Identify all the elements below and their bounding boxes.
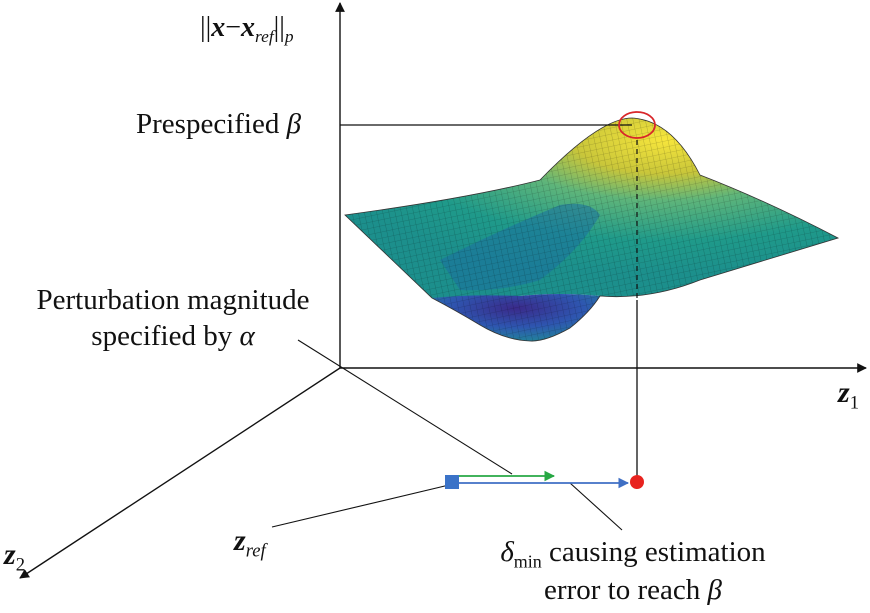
zref-leader (271, 484, 450, 528)
zref-label: zref (234, 526, 266, 561)
z2-symbol: z (4, 538, 16, 571)
z2-axis-label: z2 (4, 540, 25, 575)
norm-bar-open: || (200, 12, 212, 43)
minus-sign: − (225, 12, 242, 43)
alpha-symbol: α (239, 320, 255, 353)
zref-marker (445, 475, 459, 489)
zref-symbol: z (234, 524, 246, 557)
perturbation-label-line2: specified by α (8, 318, 338, 354)
beta-label-text: Prespecified (136, 108, 280, 140)
beta-symbol: β (286, 108, 302, 140)
delta-subscript: min (513, 551, 542, 572)
perturbation-label-text: specified by (91, 320, 233, 353)
xref-symbol: x (241, 12, 256, 43)
delta-label-line1-text: causing estimation (541, 536, 766, 568)
surface-mesh (345, 118, 838, 342)
delta-symbol: δ (500, 536, 514, 568)
perturb-leader (297, 339, 513, 475)
z2-axis (19, 367, 341, 579)
z1-symbol: z (838, 376, 850, 409)
perturbation-label-line1: Perturbation magnitude (36, 284, 310, 316)
norm-bar-close: || (273, 12, 285, 43)
axes (19, 2, 867, 579)
delta-leader (569, 482, 623, 531)
z1-axis-label: z1 (838, 378, 859, 413)
xref-subscript: ref (255, 27, 274, 47)
y-axis-label: ||x−xref||p (200, 12, 294, 47)
x-symbol: x (211, 12, 226, 43)
beta-label: Prespecified β (136, 110, 301, 139)
perturbation-label: Perturbation magnitude specified by α (8, 282, 338, 355)
norm-p-subscript: p (284, 27, 294, 47)
delta-min-label-line1: δmin causing estimation (448, 535, 818, 573)
delta-label-line2-text: error to reach (544, 573, 701, 606)
z2-subscript: 2 (15, 554, 25, 576)
delta-min-label: δmin causing estimation error to reach β (448, 535, 818, 608)
zref-subscript: ref (245, 540, 266, 562)
delta-beta-symbol: β (707, 573, 722, 606)
error-surface (344, 117, 840, 342)
critical-point (630, 475, 644, 489)
peak-circle (618, 111, 656, 139)
surface-outline (344, 117, 840, 342)
z1-subscript: 1 (849, 392, 859, 414)
delta-min-label-line2: error to reach β (448, 573, 818, 608)
